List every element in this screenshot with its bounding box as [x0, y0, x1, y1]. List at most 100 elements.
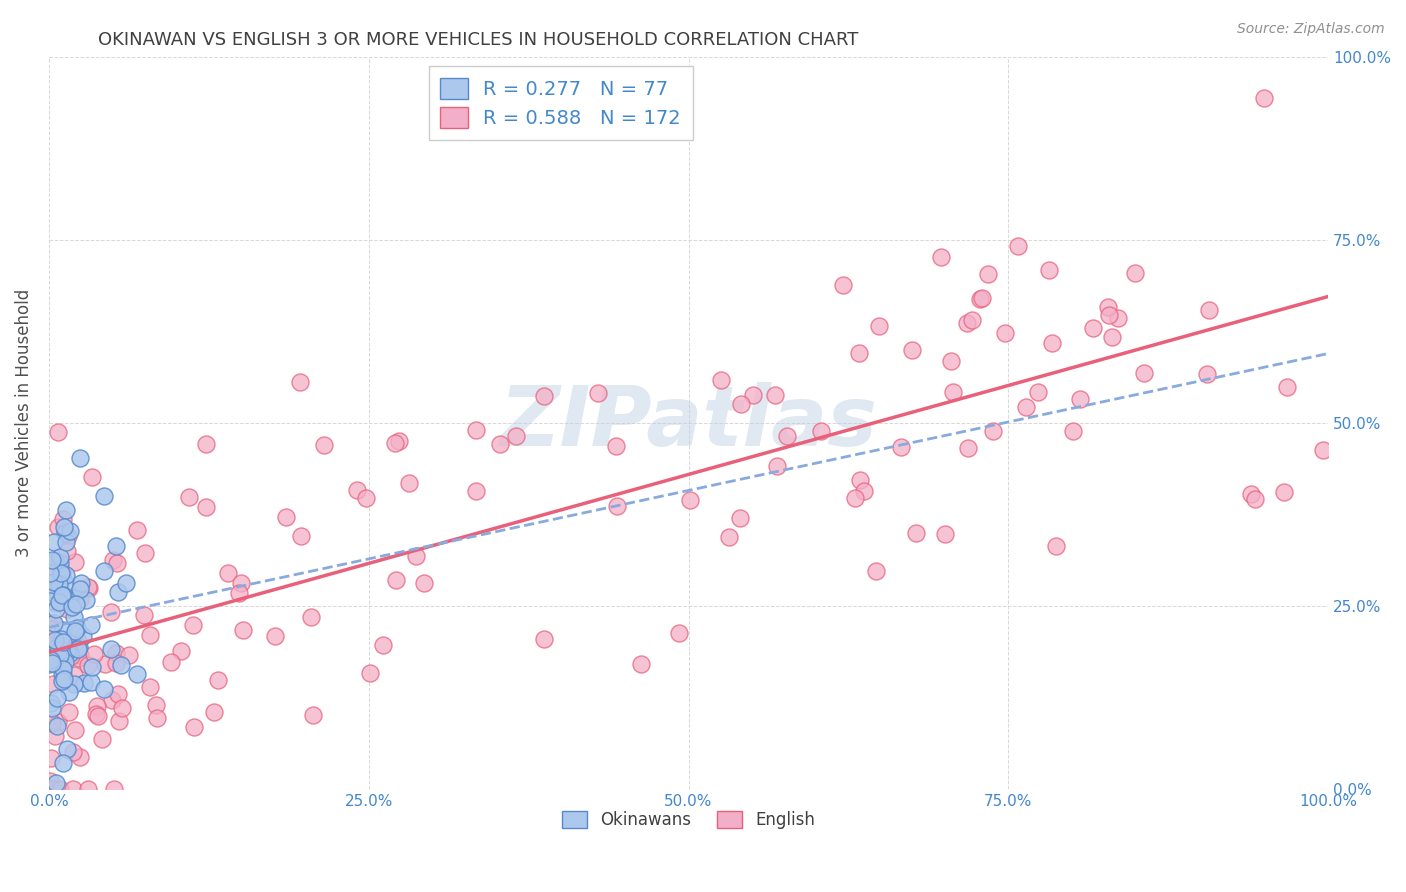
Point: [51, 588, 73, 602]
Point: [51, 655, 73, 669]
Point: [42, 677, 65, 691]
Point: [956, 441, 979, 455]
Point: [38, 657, 60, 671]
Point: [832, 277, 855, 292]
Point: [42, 616, 65, 631]
Text: ZIPatlas: ZIPatlas: [499, 383, 877, 464]
Point: [46, 719, 69, 733]
Point: [58, 706, 80, 720]
Point: [52, 662, 75, 676]
Point: [51, 566, 73, 580]
Point: [730, 397, 752, 411]
Point: [75, 592, 97, 607]
Point: [41, 656, 63, 670]
Point: [58, 529, 80, 543]
Point: [1007, 239, 1029, 253]
Point: [939, 354, 962, 368]
Point: [80, 470, 103, 484]
Point: [533, 632, 555, 647]
Point: [118, 648, 141, 663]
Point: [1097, 300, 1119, 314]
Point: [1026, 385, 1049, 400]
Point: [56, 644, 79, 658]
Point: [41, 631, 63, 645]
Point: [276, 510, 298, 524]
Point: [51, 673, 73, 688]
Point: [776, 429, 799, 443]
Point: [44, 650, 66, 665]
Point: [110, 657, 132, 672]
Point: [145, 698, 167, 713]
Point: [63, 668, 86, 682]
Point: [41, 716, 63, 731]
Y-axis label: 3 or more Vehicles in Household: 3 or more Vehicles in Household: [15, 289, 32, 558]
Point: [51, 632, 73, 647]
Point: [60, 599, 83, 614]
Point: [39, 583, 62, 598]
Point: [63, 591, 86, 605]
Point: [100, 642, 122, 657]
Point: [505, 429, 527, 443]
Point: [46, 645, 69, 659]
Point: [1132, 366, 1154, 380]
Point: [63, 677, 86, 691]
Point: [1312, 442, 1334, 457]
Point: [605, 438, 627, 452]
Point: [844, 491, 866, 506]
Point: [67, 650, 90, 665]
Point: [111, 701, 134, 715]
Point: [70, 584, 93, 599]
Point: [94, 657, 117, 671]
Point: [51, 566, 73, 580]
Point: [52, 588, 75, 602]
Point: [630, 657, 652, 672]
Point: [93, 681, 115, 696]
Point: [69, 582, 91, 596]
Point: [301, 707, 323, 722]
Point: [290, 528, 312, 542]
Point: [101, 693, 124, 707]
Point: [931, 250, 953, 264]
Point: [105, 556, 128, 570]
Point: [80, 617, 103, 632]
Point: [49, 656, 72, 670]
Point: [84, 707, 107, 722]
Point: [39, 623, 62, 637]
Point: [1015, 401, 1038, 415]
Point: [388, 434, 411, 448]
Point: [59, 524, 82, 538]
Point: [288, 375, 311, 389]
Point: [53, 520, 76, 534]
Point: [994, 326, 1017, 340]
Point: [48, 641, 70, 656]
Point: [103, 781, 125, 796]
Point: [104, 539, 127, 553]
Point: [977, 267, 1000, 281]
Point: [38, 619, 60, 633]
Point: [1198, 303, 1220, 318]
Point: [741, 388, 763, 402]
Point: [195, 436, 218, 450]
Point: [69, 648, 91, 662]
Point: [39, 697, 62, 711]
Point: [77, 782, 100, 797]
Point: [65, 597, 87, 611]
Point: [51, 567, 73, 582]
Point: [93, 564, 115, 578]
Point: [1069, 392, 1091, 407]
Point: [981, 424, 1004, 438]
Point: [45, 640, 67, 655]
Point: [132, 608, 155, 623]
Point: [51, 666, 73, 681]
Point: [53, 575, 76, 590]
Point: [67, 640, 90, 655]
Point: [384, 435, 406, 450]
Point: [66, 633, 89, 648]
Point: [730, 511, 752, 525]
Point: [44, 615, 66, 630]
Point: [183, 720, 205, 734]
Point: [39, 566, 62, 581]
Point: [45, 650, 67, 665]
Point: [45, 596, 67, 610]
Point: [38, 649, 60, 664]
